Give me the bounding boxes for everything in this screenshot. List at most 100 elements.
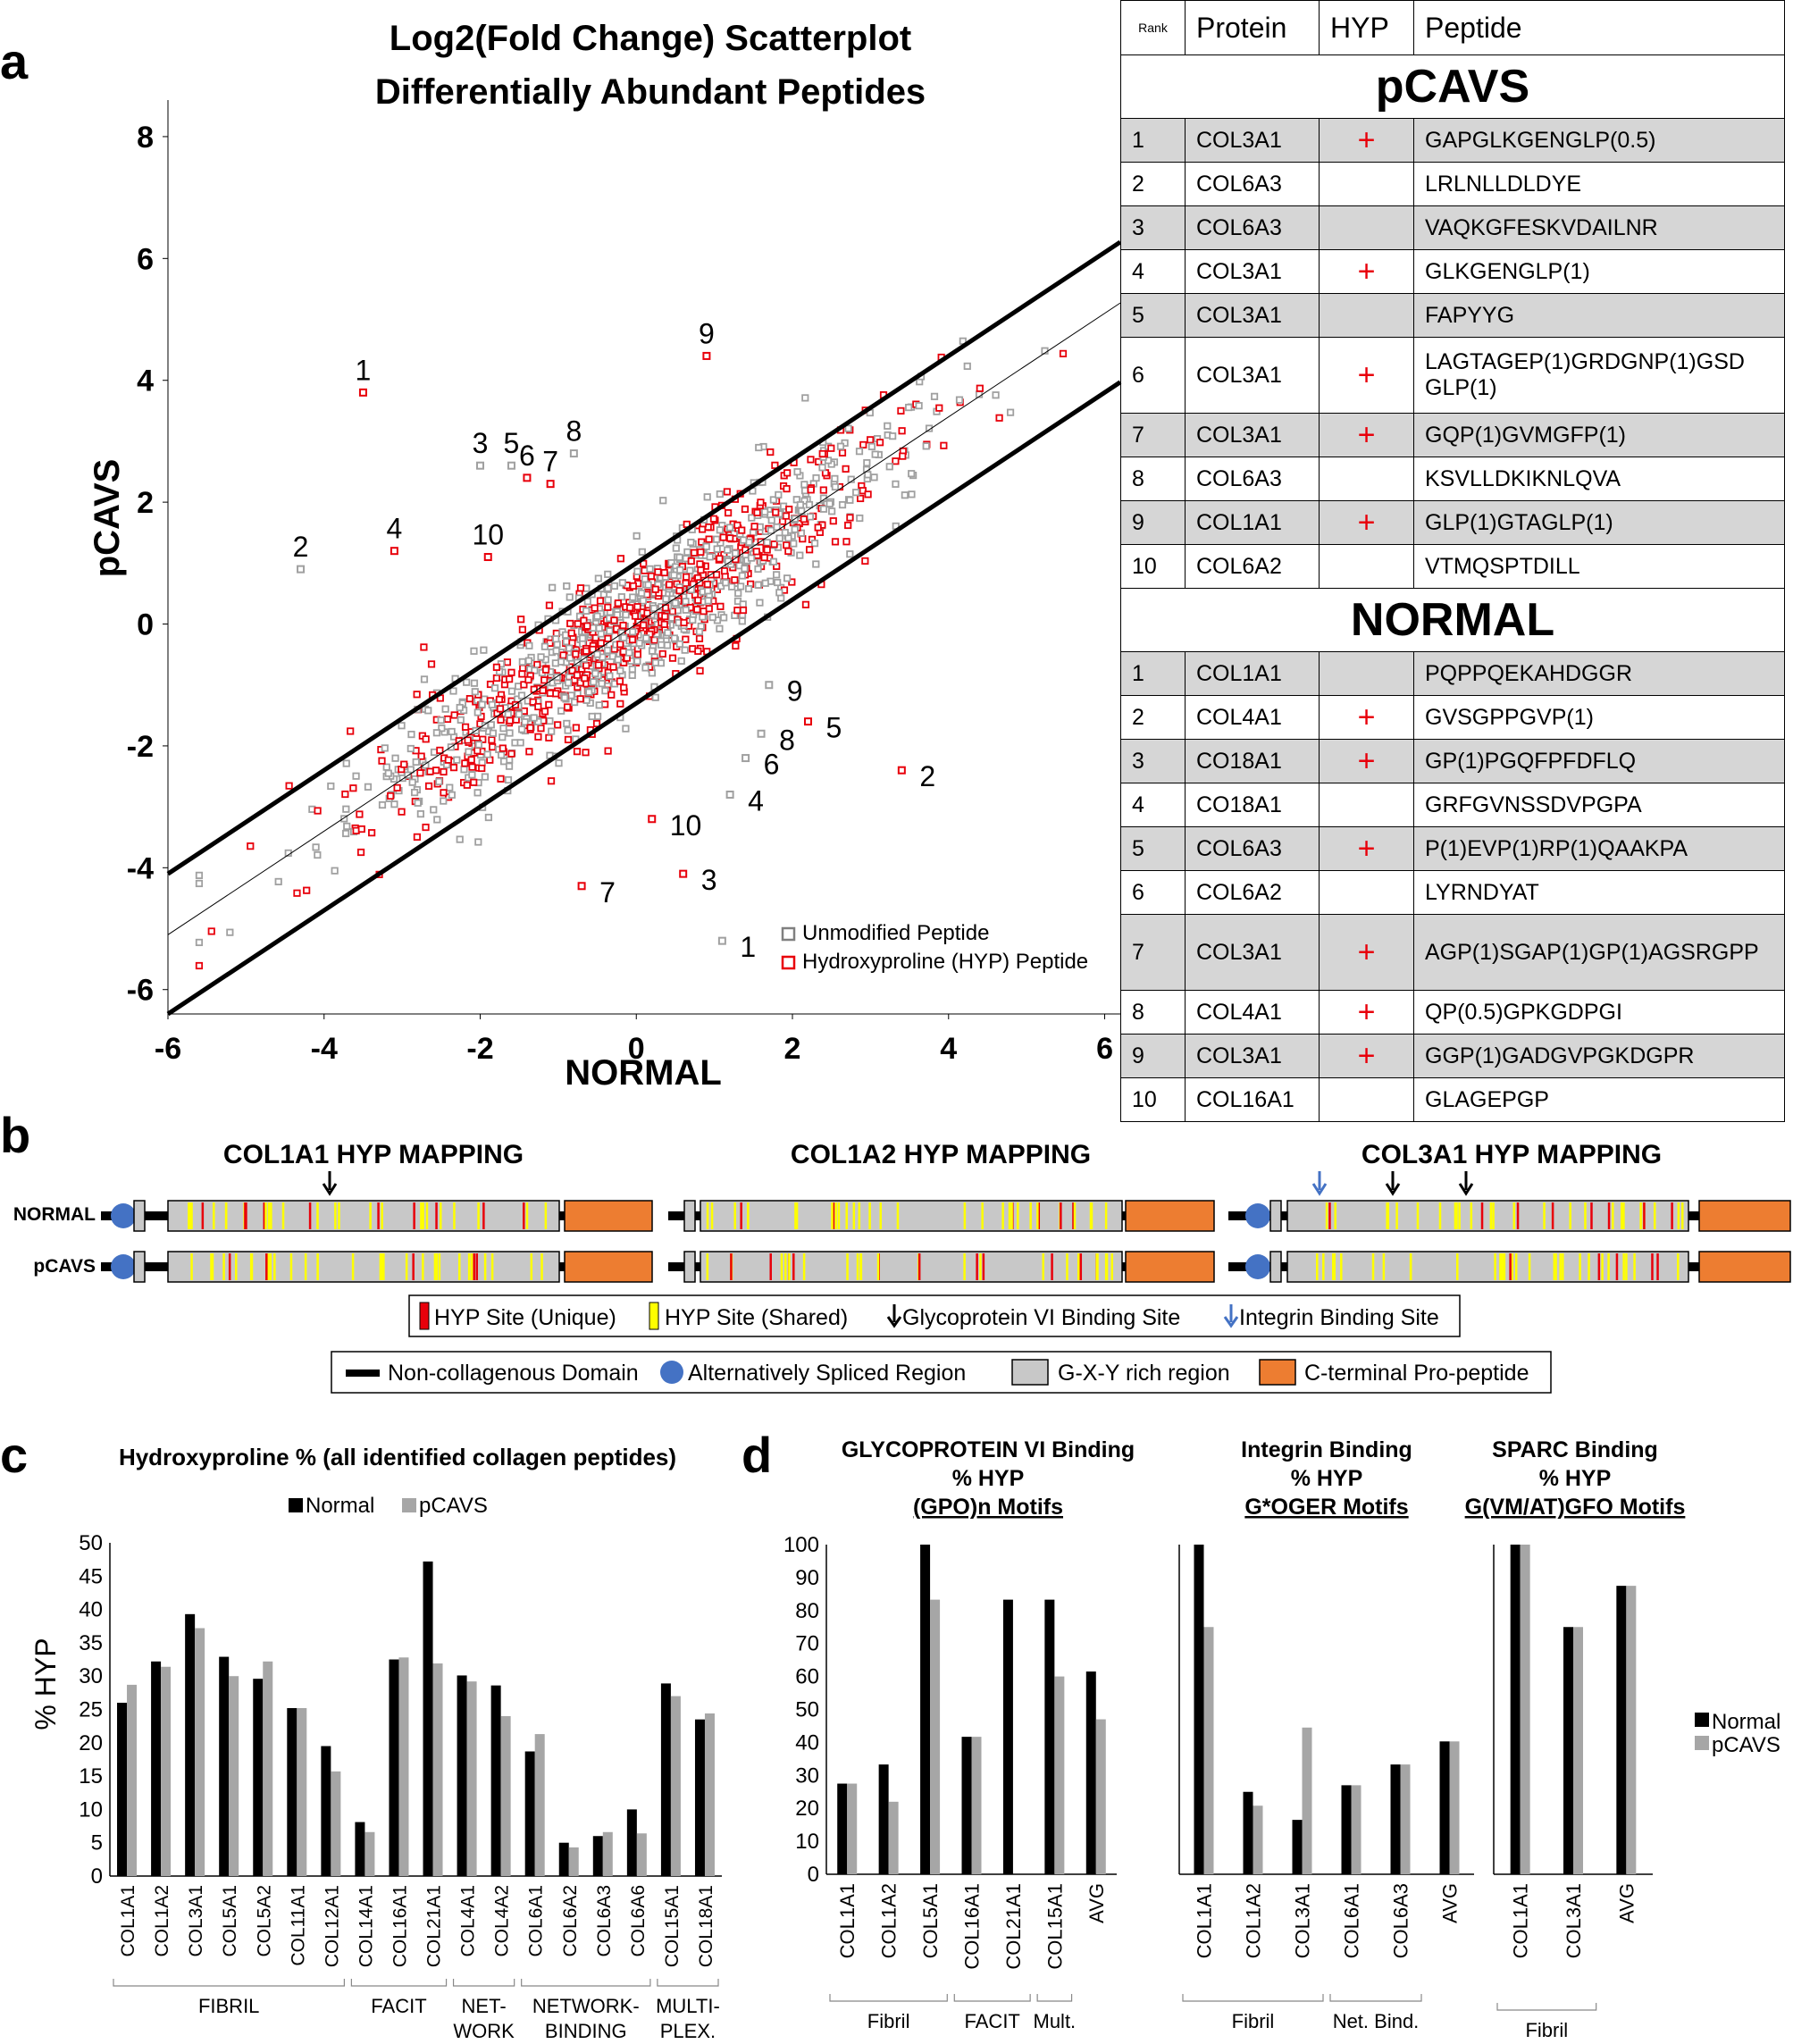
hyp-point (572, 650, 580, 658)
unmodified-point (352, 772, 360, 780)
mapping-title-col3a1: COL3A1 HYP MAPPING (1362, 1140, 1662, 1169)
table-row: 6 COL3A1 + LAGTAGEP(1)GRDGNP(1)GSD GLP(1) (1120, 337, 1785, 414)
hyp-point (455, 737, 463, 745)
unmodified-point (575, 612, 584, 621)
unmodified-point (456, 703, 464, 712)
hyp-shared-site (1639, 1202, 1642, 1229)
table-cell-rank: 9 (1120, 1034, 1186, 1078)
point-label: 9 (787, 675, 803, 708)
hyp-unique-site (1516, 1202, 1520, 1229)
unmodified-point (437, 716, 445, 725)
group-bracket (113, 1979, 345, 1987)
hyp-point (533, 660, 541, 669)
hyp-point (195, 961, 204, 970)
gpvi-site-arrow-icon (1385, 1171, 1401, 1196)
hyp-point (420, 643, 428, 651)
group-label: NET- (462, 1995, 507, 2017)
hyp-point (517, 616, 525, 624)
hyp-unique-site (377, 1202, 380, 1229)
d-legend-pcavs-swatch (1695, 1736, 1709, 1750)
hyp-point (413, 691, 421, 699)
group-label: Fibril (1232, 2010, 1275, 2032)
mapping-tracks (101, 1171, 1791, 1283)
unmodified-point (412, 758, 420, 766)
unmodified-point (800, 481, 809, 489)
unmodified-point (441, 705, 449, 713)
hyp-shared-site (467, 1253, 471, 1280)
hyp-point (436, 746, 444, 755)
d1-subtitle: % HYP (952, 1466, 1025, 1491)
unmodified-point (614, 656, 622, 664)
hyp-point (694, 596, 702, 604)
labeled-point (546, 480, 555, 489)
hyp-shared-site (1332, 1253, 1335, 1280)
unmodified-point (622, 611, 630, 619)
unmodified-point (713, 535, 721, 543)
table-cell-protein: COL6A2 (1185, 870, 1320, 915)
y-tick-label: 50 (795, 1698, 819, 1722)
x-tick-label: COL6A6 (628, 1885, 649, 1957)
hyp-point (682, 579, 690, 587)
point-label: 6 (764, 749, 780, 781)
barc-legend-pcavs-swatch (402, 1498, 416, 1512)
unmodified-point (406, 744, 415, 753)
unmodified-point (489, 729, 497, 737)
unmodified-point (566, 654, 574, 662)
unmodified-point (381, 744, 389, 752)
hyp-point (444, 756, 452, 764)
bar-pcavs (1626, 1586, 1637, 1874)
hyp-shared-site (1334, 1202, 1336, 1229)
hyp-point (568, 666, 576, 674)
hyp-shared-site (852, 1202, 856, 1229)
table-cell-peptide: GVSGPPGVP(1) (1413, 695, 1785, 740)
unmodified-point (749, 529, 758, 537)
hyp-point (378, 757, 386, 765)
hyp-shared-site (188, 1202, 190, 1229)
hyp-point (687, 557, 695, 565)
hyp-point (604, 747, 612, 755)
hyp-point (633, 603, 641, 611)
bar-normal (837, 1783, 848, 1874)
unmodified-point (449, 687, 457, 695)
hyp-shared-site (706, 1253, 709, 1280)
unmodified-point (686, 566, 694, 574)
hyp-shared-site (1622, 1202, 1625, 1229)
unmodified-point (734, 589, 742, 598)
hyp-shared-site (281, 1202, 285, 1229)
unmodified-point (616, 666, 624, 674)
table-cell-rank: 5 (1120, 826, 1186, 871)
c-terminal-propeptide (1698, 1200, 1791, 1232)
hyp-shared-site (1499, 1253, 1502, 1280)
legend-unmodified-swatch (781, 926, 796, 942)
hyp-unique-site (308, 1202, 312, 1229)
unmodified-point (769, 496, 777, 504)
hyp-shared-site (338, 1202, 340, 1229)
unmodified-point (505, 762, 514, 770)
barc-body: 0 5 10 15 20 25 30 35 40 45 50 COL1A1 COL1A2 COL3A1 CO… (79, 1531, 722, 2042)
hyp-point (356, 810, 364, 818)
hyp-point (696, 666, 704, 674)
unmodified-point (468, 771, 476, 779)
hyp-shared-site (1454, 1202, 1457, 1229)
unmodified-point (774, 578, 782, 587)
table-cell-rank: 5 (1120, 293, 1186, 338)
hyp-point (705, 535, 713, 543)
hyp-point (784, 547, 792, 556)
hyp-point (696, 560, 704, 568)
hyp-point (935, 404, 943, 412)
unmodified-point (588, 712, 596, 721)
gxy-region (700, 1200, 1123, 1232)
hyp-point (694, 647, 702, 655)
hyp-point (207, 927, 215, 935)
unmodified-point (474, 741, 483, 749)
table-cell-peptide: GAPGLKGENGLP(0.5) (1413, 118, 1785, 163)
hyp-shared-site (477, 1202, 480, 1229)
hyp-shared-site (1492, 1202, 1495, 1229)
hyp-point (591, 604, 599, 612)
unmodified-point (648, 669, 656, 677)
unmodified-point (819, 505, 828, 513)
table-cell-protein: COL3A1 (1185, 293, 1320, 338)
unmodified-point (676, 565, 684, 574)
y-tick-label: -6 (127, 974, 154, 1008)
